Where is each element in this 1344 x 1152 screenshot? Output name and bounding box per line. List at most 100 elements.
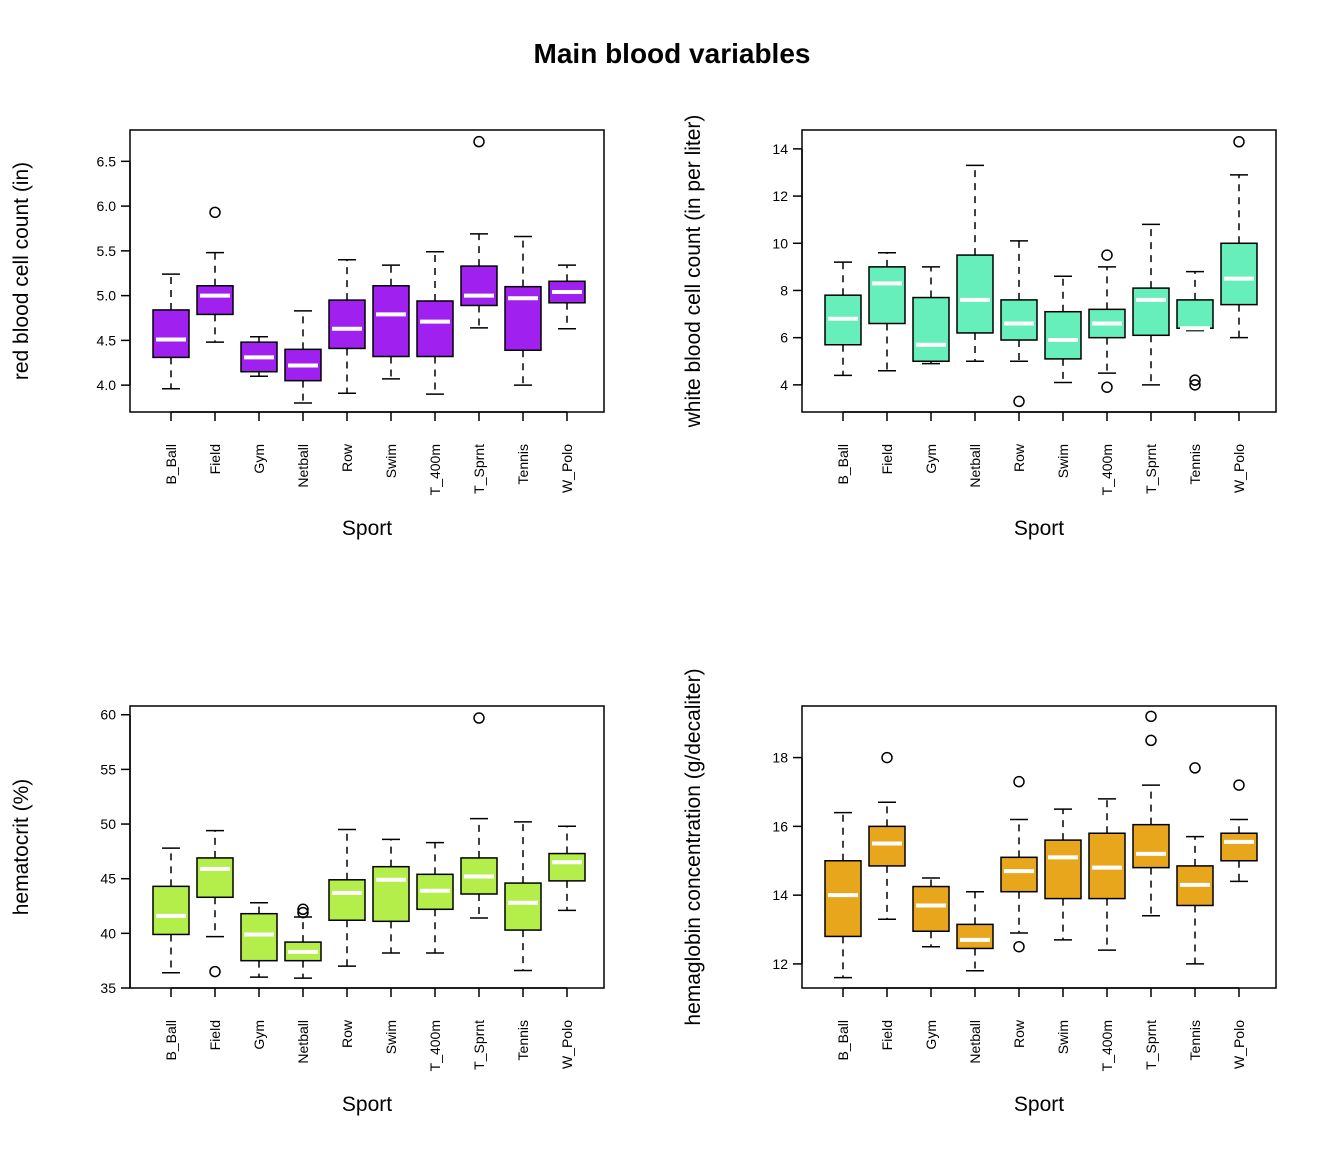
outlier-point [1013,775,1025,788]
box-Row [328,259,366,394]
x-tick-label: Gym [923,1020,939,1050]
x-tick-label: W_Polo [559,1020,575,1069]
outlier-point [1101,249,1113,261]
x-tick-label: Row [339,443,355,472]
x-tick-label: W_Polo [1231,1020,1247,1069]
outlier-point [1145,734,1157,747]
x-tick-label: Netball [967,1020,983,1064]
y-tick-label: 55 [100,761,116,777]
y-tick-label: 16 [772,818,788,834]
box-W_Polo [1220,136,1258,339]
box-T_400m [1088,249,1126,393]
box-body [1044,310,1082,360]
panel-white-blood-cell: white blood cell count (in per liter) Sp… [682,115,1277,540]
x-tick-label: Row [1011,1019,1027,1048]
box-body [548,852,586,882]
x-tick-label: Swim [383,1020,399,1054]
plot-frame [129,705,605,989]
x-tick-label: Tennis [1187,1020,1203,1060]
box-B_Ball [824,811,862,979]
box-T_Sprnt [1132,710,1170,917]
box-body [912,296,950,363]
box-body [460,265,498,307]
box-body [1000,299,1038,341]
box-body [196,285,234,316]
box-body [956,923,994,950]
box-Gym [912,877,950,948]
box-T_Sprnt [1132,223,1170,386]
x-tick-label: T_400m [427,444,443,495]
box-body [196,857,234,899]
y-tick-label: 12 [772,188,788,204]
x-tick-label: W_Polo [559,444,575,493]
y-tick-label: 45 [100,871,116,887]
box-Field [868,751,906,920]
y-tick-label: 12 [772,956,788,972]
x-tick-label: B_Ball [163,1020,179,1060]
y-tick-label: 5.5 [97,243,117,259]
box-body [504,285,542,351]
box-body [328,879,366,921]
x-tick-label: Netball [295,1020,311,1064]
y-tick-label: 35 [100,980,116,996]
x-tick-label: Row [339,1019,355,1048]
box-Row [1000,240,1038,408]
y-tick-label: 6.0 [97,198,117,214]
box-Field [868,251,906,372]
y-tick-label: 18 [772,750,788,766]
x-tick-label: B_Ball [835,1020,851,1060]
box-Gym [240,901,278,978]
box-B_Ball [824,261,862,377]
x-tick-label: B_Ball [835,444,851,484]
panel-hemaglobin: hemaglobin concentration (g/decaliter) S… [682,668,1277,1116]
y-tick-label: 10 [772,235,788,251]
box-T_400m [416,251,454,395]
panel-hematocrit: hematocrit (%) Sport 35 40 45 50 55 60 B_Ball F… [10,705,605,1116]
box-body [152,309,190,359]
box-body [824,860,862,938]
x-tick-label: Tennis [515,444,531,484]
x-tick-label: T_400m [1099,444,1115,495]
y-tick-label: 4.5 [97,332,117,348]
box-B_Ball [152,847,190,974]
x-tick-label: Netball [295,444,311,488]
panel-red-blood-cell: red blood cell count (in) Sport 4.0 4.5 5.… [10,129,605,540]
box-T_Sprnt [460,712,498,919]
box-body [1176,299,1214,329]
outlier-point [881,751,893,764]
y-tick-label: 50 [100,816,116,832]
box-Field [196,206,234,343]
box-body [868,266,906,325]
outlier-point [209,965,221,978]
x-tick-label: Row [1011,443,1027,472]
box-W_Polo [548,264,586,330]
x-tick-label: Field [879,1020,895,1050]
box-body [240,912,278,962]
box-W_Polo [548,825,586,912]
x-tick-label: Swim [383,444,399,478]
box-Gym [912,266,950,365]
x-tick-label: Tennis [515,1020,531,1060]
x-tick-label: Netball [967,444,983,488]
box-Tennis [504,821,542,972]
x-tick-label: Gym [251,1020,267,1050]
x-tick-label: Gym [923,444,939,474]
plot-frame [129,129,605,413]
outlier-point [1101,381,1113,393]
box-Field [196,829,234,978]
y-tick-label: 14 [772,141,788,157]
outlier-point [1189,379,1201,391]
outlier-point [1233,136,1245,148]
outlier-point [1233,779,1245,791]
box-Row [328,828,366,967]
box-body [152,885,190,936]
x-tick-label: T_Sprnt [1143,444,1159,494]
x-tick-label: T_400m [427,1020,443,1071]
x-tick-label: Field [879,444,895,474]
box-Netball [956,164,994,363]
x-tick-label: B_Ball [163,444,179,484]
outlier-point [1189,762,1201,774]
box-T_400m [416,841,454,954]
box-body [868,825,906,867]
